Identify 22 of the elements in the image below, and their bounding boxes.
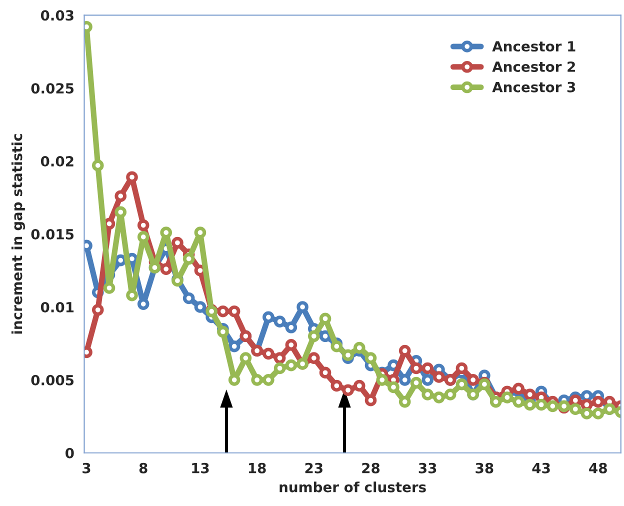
x-axis-title: number of clusters <box>280 482 426 492</box>
x-tick-label: 43 <box>532 462 550 474</box>
y-tick-label: 0.015 <box>31 228 74 240</box>
x-tick-label: 18 <box>248 462 266 474</box>
y-tick-label: 0.005 <box>31 374 74 386</box>
y-axis-title: increment in gap statistic <box>11 134 26 334</box>
y-tick-label: 0 <box>66 448 74 458</box>
x-tick-label: 3 <box>82 462 90 474</box>
x-tick-label: 13 <box>192 462 209 474</box>
y-tick-label: 0.025 <box>31 83 74 94</box>
y-tick-label: 0.01 <box>40 302 74 312</box>
y-tick-label: 0.03 <box>40 10 74 21</box>
x-tick-label: 38 <box>476 462 494 474</box>
x-tick-label: 48 <box>589 462 607 474</box>
x-tick-label: 23 <box>305 462 322 474</box>
x-tick-label: 28 <box>362 462 380 474</box>
y-tick-label: 0.02 <box>40 156 74 167</box>
legend-label: Ancestor 2 <box>492 61 575 72</box>
legend-label: Ancestor 3 <box>492 82 576 92</box>
x-tick-label: 33 <box>418 462 436 474</box>
legend-label: Ancestor 1 <box>492 41 576 52</box>
x-tick-label: 8 <box>139 462 148 474</box>
